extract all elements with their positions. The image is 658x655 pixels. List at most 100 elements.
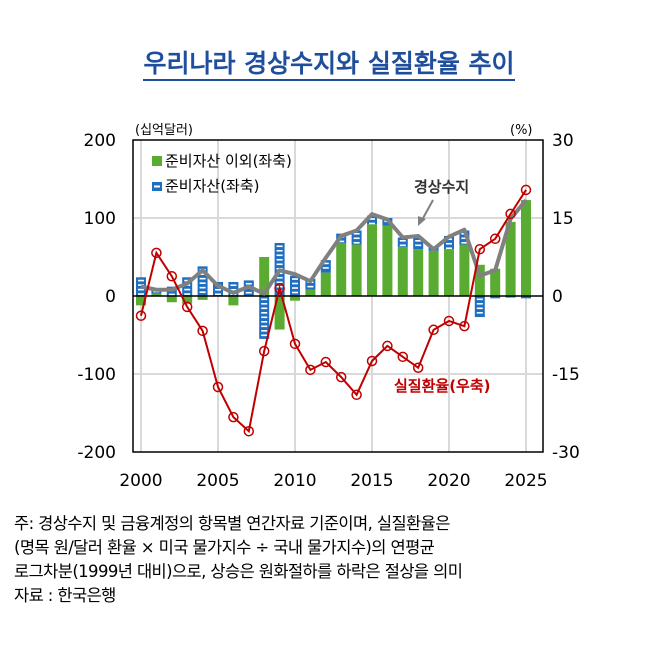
bar-reserve-stripe bbox=[261, 330, 268, 332]
bar-reserve-stripe bbox=[261, 307, 268, 310]
real-exchange-rate-point bbox=[212, 381, 224, 393]
bar-reserve-stripe bbox=[276, 258, 283, 261]
real-exchange-rate-point bbox=[489, 233, 501, 245]
bar-reserve-stripe bbox=[245, 291, 252, 294]
note-line: (명목 원/달러 환율 × 미국 물가지수 ÷ 국내 물가지수)의 연평균 bbox=[14, 538, 435, 557]
bar-nonreserve bbox=[397, 246, 408, 296]
x-tick-label: 2005 bbox=[196, 471, 239, 491]
real-exchange-rate-point bbox=[428, 324, 439, 336]
bar-reserve bbox=[320, 260, 331, 273]
left-tick-label: -100 bbox=[77, 365, 116, 385]
bar-reserve-stripe bbox=[322, 262, 329, 265]
x-tick-label: 2010 bbox=[273, 471, 316, 491]
chart: 200 100 0 -100 -200 30 15 0 -15 -30 2000 2005 2010 20… bbox=[77, 123, 579, 491]
bar-reserve-stripe bbox=[307, 285, 314, 288]
notes: 주: 경상수지 및 금융계정의 항목별 연간자료 기준이며, 실질환율은 (명목… bbox=[14, 512, 654, 608]
bar-reserve bbox=[290, 275, 300, 296]
real-exchange-rate-point bbox=[197, 325, 208, 337]
bar-reserve-stripe bbox=[461, 241, 468, 244]
bar-nonreserve bbox=[505, 221, 516, 296]
bar-reserve-stripe bbox=[353, 237, 360, 240]
bar-reserve-stripe bbox=[399, 244, 406, 247]
bar-nonreserve bbox=[413, 249, 424, 296]
real-exchange-rate-point bbox=[243, 425, 255, 437]
bar-nonreserve bbox=[336, 242, 347, 296]
bar-reserve-stripe bbox=[292, 282, 298, 285]
bar-reserve-stripe bbox=[261, 325, 268, 328]
bar-reserve bbox=[197, 266, 208, 296]
chart-title-text: 우리나라 경상수지와 실질환율 추이 bbox=[143, 49, 515, 81]
bar-reserve-stripe bbox=[215, 293, 221, 296]
bar-nonreserve bbox=[521, 200, 531, 296]
right-tick-label: -15 bbox=[552, 365, 580, 385]
current-account-line bbox=[140, 198, 528, 296]
bar-reserve-stripe bbox=[199, 273, 206, 275]
annotation-real-exchange-rate: 실질환율(우축) bbox=[394, 377, 491, 395]
bar-reserve bbox=[397, 237, 408, 247]
lines bbox=[135, 184, 532, 437]
bar-reserve-stripe bbox=[446, 247, 452, 250]
bar-reserve-stripe bbox=[215, 288, 221, 291]
right-tick-label: 30 bbox=[552, 131, 574, 151]
ticks: 200 100 0 -100 -200 30 15 0 -15 -30 2000 2005 2010 20… bbox=[77, 131, 579, 491]
bar-reserve-stripe bbox=[476, 312, 483, 314]
bar-nonreserve bbox=[305, 289, 316, 296]
bar-reserve-stripe bbox=[276, 263, 283, 266]
bar-reserve-stripe bbox=[245, 282, 252, 285]
bar-reserve-stripe bbox=[199, 282, 206, 284]
bar-reserve-stripe bbox=[461, 237, 468, 240]
real-exchange-rate-point bbox=[289, 338, 301, 350]
bar-reserve-stripe bbox=[184, 293, 191, 295]
real-exchange-rate-point bbox=[181, 301, 193, 313]
right-unit: (%) bbox=[510, 123, 533, 138]
x-tick-label: 2015 bbox=[350, 471, 393, 491]
bar-nonreserve bbox=[136, 296, 146, 306]
bar-nonreserve bbox=[490, 268, 501, 296]
bar-nonreserve bbox=[228, 296, 239, 306]
bar-nonreserve bbox=[428, 250, 439, 296]
bar-nonreserve bbox=[259, 257, 270, 296]
bar-reserve-stripe bbox=[476, 298, 483, 301]
left-tick-label: 100 bbox=[84, 209, 116, 229]
real-exchange-rate-point bbox=[443, 315, 455, 327]
bar-reserve-stripe bbox=[276, 281, 283, 284]
bar-reserve-stripe bbox=[292, 291, 298, 294]
bar-reserve-stripe bbox=[199, 291, 206, 293]
bar-reserve-stripe bbox=[168, 293, 175, 296]
bar-reserve-stripe bbox=[446, 242, 452, 245]
bar-reserve-stripe bbox=[322, 267, 329, 269]
real-exchange-rate-point bbox=[397, 351, 409, 363]
real-exchange-rate-point bbox=[274, 282, 285, 294]
bar-reserve-stripe bbox=[476, 307, 483, 310]
real-exchange-rate-point bbox=[520, 184, 532, 196]
x-tick-label: 2000 bbox=[119, 471, 162, 491]
bar-nonreserve bbox=[166, 296, 177, 303]
bar-reserve bbox=[474, 296, 485, 318]
left-tick-label: 200 bbox=[84, 131, 116, 151]
left-unit: (십억달러) bbox=[135, 123, 193, 138]
bar-reserve-stripe bbox=[138, 279, 144, 282]
real-exchange-rate-point bbox=[305, 364, 316, 376]
bar-reserve bbox=[521, 296, 531, 299]
bar-nonreserve bbox=[444, 249, 454, 296]
bar-reserve-stripe bbox=[261, 312, 268, 314]
x-tick-label: 2025 bbox=[504, 471, 547, 491]
bar-reserve-stripe bbox=[276, 245, 283, 248]
bar-nonreserve bbox=[351, 244, 362, 296]
bar-reserve-stripe bbox=[261, 303, 268, 305]
bar-reserve-stripe bbox=[138, 284, 144, 286]
bar-reserve bbox=[505, 296, 516, 298]
real-exchange-rate-point bbox=[335, 371, 347, 383]
real-exchange-rate-point bbox=[166, 270, 178, 282]
legend-label-nonreserve: 준비자산 이외(좌축) bbox=[165, 152, 292, 170]
bar-reserve bbox=[444, 235, 454, 250]
real-exchange-rate-point bbox=[320, 356, 332, 368]
bar-nonreserve bbox=[382, 225, 393, 296]
real-exchange-rate-line bbox=[140, 189, 527, 434]
real-exchange-rate-point bbox=[151, 247, 162, 259]
right-tick-label: 0 bbox=[552, 287, 563, 307]
bar-reserve-stripe bbox=[476, 303, 483, 305]
note-line: 주: 경상수지 및 금융계정의 항목별 연간자료 기준이며, 실질환율은 bbox=[14, 514, 450, 533]
bar-reserve-stripe bbox=[184, 279, 191, 282]
note-line: 로그차분(1999년 대비)으로, 상승은 원화절하를 하락은 절상을 의미 bbox=[14, 562, 463, 581]
